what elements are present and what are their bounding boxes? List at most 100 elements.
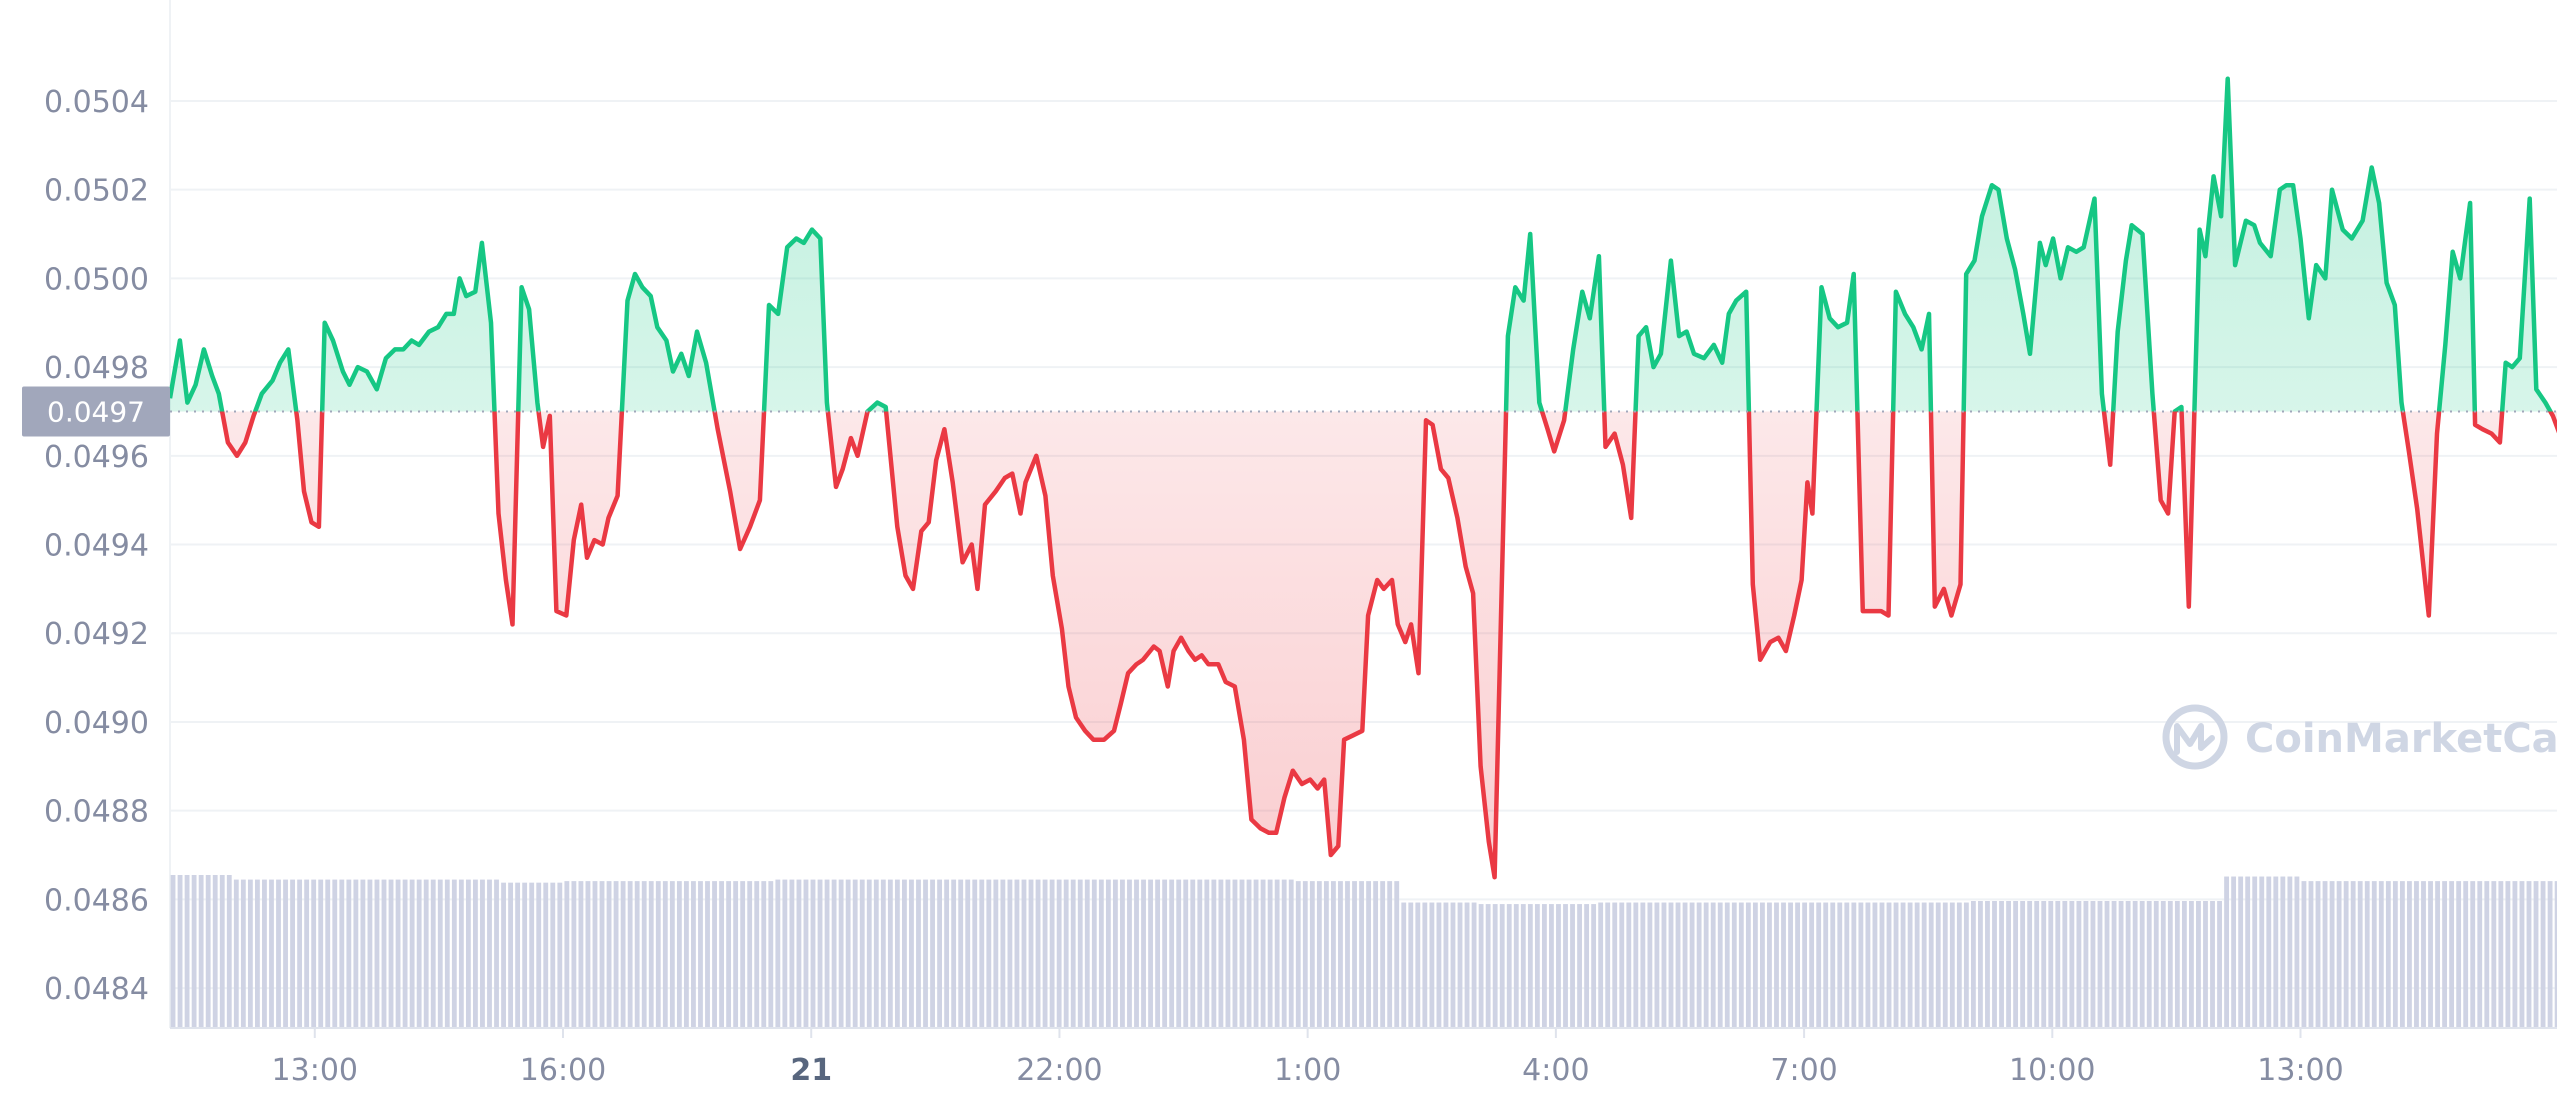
volume-bar: [437, 879, 443, 1028]
volume-bar: [1084, 879, 1090, 1028]
volume-bar: [1703, 902, 1709, 1028]
volume-bar: [1485, 904, 1491, 1028]
volume-bar: [304, 879, 310, 1028]
volume-bar: [965, 879, 971, 1028]
volume-bar: [465, 879, 471, 1028]
x-tick-label: 4:00: [1522, 1053, 1589, 1088]
volume-bar: [1323, 881, 1329, 1028]
volume-bar: [923, 879, 928, 1028]
volume-bar: [1851, 902, 1857, 1028]
volume-bar: [2392, 881, 2398, 1028]
volume-bar: [198, 875, 204, 1028]
volume-bar: [944, 879, 950, 1028]
volume-bar: [930, 879, 935, 1028]
volume-bar: [578, 881, 584, 1028]
volume-bar: [2027, 901, 2033, 1028]
volume-bar: [1380, 881, 1386, 1028]
volume-bar: [1549, 904, 1554, 1028]
y-tick-label: 0.0502: [44, 174, 149, 209]
volume-bar: [951, 879, 957, 1028]
volume-bar: [1232, 879, 1238, 1028]
volume-bar: [634, 881, 640, 1028]
volume-bar: [747, 881, 753, 1028]
volume-bar: [2491, 881, 2497, 1028]
volume-bar: [1795, 902, 1800, 1028]
x-tick-label: 10:00: [2009, 1053, 2095, 1088]
y-tick-label: 0.0498: [44, 351, 149, 386]
volume-bar: [866, 879, 872, 1028]
volume-bar: [1781, 902, 1786, 1028]
volume-bar: [1134, 879, 1139, 1028]
area-fill-down: [170, 411, 2557, 878]
volume-bar: [1056, 879, 1062, 1028]
y-tick-label: 0.0504: [44, 85, 149, 120]
volume-bar: [1556, 904, 1561, 1028]
volume-bar: [824, 879, 830, 1028]
volume-bar: [2013, 901, 2019, 1028]
price-fills: [170, 78, 2557, 878]
volume-bar: [1935, 902, 1941, 1028]
volume-bar: [1978, 901, 1983, 1028]
volume-bar: [1541, 904, 1547, 1028]
volume-bar: [754, 881, 760, 1028]
volume-bar: [2132, 901, 2138, 1028]
volume-bar: [529, 882, 535, 1028]
volume-bar: [184, 875, 190, 1028]
volume-bar: [2463, 881, 2469, 1028]
volume-bar: [2385, 881, 2391, 1028]
volume-bar: [1267, 879, 1273, 1028]
volume-bar: [1035, 879, 1041, 1028]
volume-bar: [1921, 902, 1927, 1028]
volume-bar: [1591, 904, 1597, 1028]
volume-bar: [613, 881, 619, 1028]
volume-bar: [205, 875, 211, 1028]
volume-bar: [2498, 881, 2504, 1028]
volume-bar: [494, 879, 499, 1028]
volume-bar: [810, 879, 816, 1028]
volume-bar: [550, 882, 556, 1028]
volume-bar: [620, 881, 626, 1028]
volume-bar: [318, 879, 324, 1028]
x-tick-label: 13:00: [272, 1053, 358, 1088]
volume-bar: [972, 879, 978, 1028]
volume-bar: [2266, 876, 2272, 1028]
volume-bar: [339, 879, 345, 1028]
y-axis: 0.0484 0.0486 0.0488 0.0490 0.0492 0.0494 0.04…: [44, 85, 149, 1007]
volume-bar: [1127, 879, 1132, 1028]
volume-bar: [1788, 902, 1793, 1028]
volume-bar: [564, 881, 570, 1028]
volume-bar: [768, 881, 774, 1028]
volume-bar: [993, 879, 999, 1028]
volume-bar: [1288, 879, 1294, 1028]
volume-bar: [1745, 902, 1751, 1028]
volume-bar: [170, 875, 176, 1028]
volume-bar: [1098, 879, 1104, 1028]
volume-bar: [1928, 902, 1934, 1028]
volume-bar: [1457, 902, 1463, 1028]
volume-bar: [1724, 902, 1730, 1028]
volume-bar: [177, 875, 183, 1028]
volume-bar: [1893, 902, 1899, 1028]
volume-bar: [1816, 902, 1822, 1028]
volume-bar: [2315, 881, 2321, 1028]
volume-bar: [894, 879, 900, 1028]
volume-bar: [1710, 902, 1716, 1028]
volume-bar: [1373, 881, 1379, 1028]
volume-bar: [2357, 881, 2363, 1028]
volume-bar: [1260, 879, 1266, 1028]
volume-bar: [515, 882, 521, 1028]
volume-bar: [1436, 902, 1442, 1028]
volume-bar: [2203, 901, 2208, 1028]
volume-bar: [733, 881, 739, 1028]
volume-bar: [1598, 902, 1604, 1028]
volume-bar: [262, 879, 267, 1028]
volume-bar: [1886, 902, 1892, 1028]
volume-bar: [1422, 902, 1428, 1028]
volume-bar: [1612, 902, 1618, 1028]
volume-bar: [1281, 879, 1287, 1028]
volume-bar: [2189, 901, 2194, 1028]
volume-bar: [803, 879, 809, 1028]
volume-bar: [683, 881, 689, 1028]
volume-bar: [2399, 881, 2405, 1028]
current-price-label-bg: [22, 386, 170, 437]
